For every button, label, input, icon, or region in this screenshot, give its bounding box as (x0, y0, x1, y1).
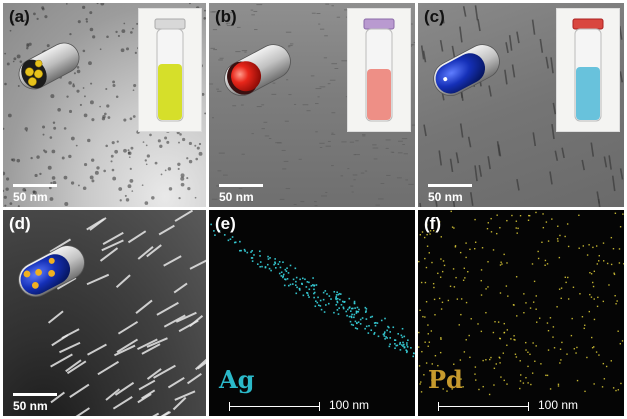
panel-e-ag-dots (210, 223, 415, 358)
scale-bar-c (428, 184, 472, 187)
panel-label-e: (e) (215, 214, 236, 233)
scale-bar-d (13, 393, 57, 396)
scale-bar-a (13, 184, 57, 187)
vial-icon-a (154, 18, 186, 122)
element-label-pd: Pd (428, 365, 463, 394)
scale-label-c: 50 nm (428, 190, 463, 204)
panel-d-haadf: (d) 50 nm (3, 210, 206, 416)
vial-photo-c (556, 8, 620, 132)
panel-e-ag-map: (e) Ag 100 nm (209, 210, 415, 416)
scale-label-f: 100 nm (538, 398, 579, 412)
vial-icon-b (363, 18, 395, 122)
panel-f-pd-dots (418, 210, 624, 396)
nanotube-icon-d (18, 245, 85, 297)
vial-photo-a (138, 8, 202, 132)
scale-bar-b (219, 184, 263, 187)
panel-label-b: (b) (215, 7, 237, 26)
vial-photo-b (347, 8, 411, 132)
nanotube-icon-a (18, 42, 80, 90)
element-label-ag: Ag (219, 365, 255, 394)
scale-label-d: 50 nm (13, 399, 48, 413)
panel-c-tem: (c) 50 nm (418, 3, 624, 207)
vial-icon-c (572, 18, 604, 122)
scale-label-b: 50 nm (219, 190, 254, 204)
panel-f-pd-map: (f) Pd 100 nm (418, 210, 624, 416)
panel-label-f: (f) (424, 214, 441, 233)
scale-label-e: 100 nm (329, 398, 370, 412)
panel-label-d: (d) (9, 214, 31, 233)
nanotube-icon-b (224, 44, 291, 96)
panel-b-tem: (b) 50 nm (209, 3, 415, 207)
scale-label-a: 50 nm (13, 190, 48, 204)
scale-bar-e: 100 nm (229, 398, 409, 412)
panel-a-tem: (a) 50 nm (3, 3, 206, 207)
nanotube-icon-c (433, 44, 500, 96)
panel-label-c: (c) (424, 7, 445, 26)
scale-bar-f: 100 nm (438, 398, 618, 412)
panel-label-a: (a) (9, 7, 30, 26)
